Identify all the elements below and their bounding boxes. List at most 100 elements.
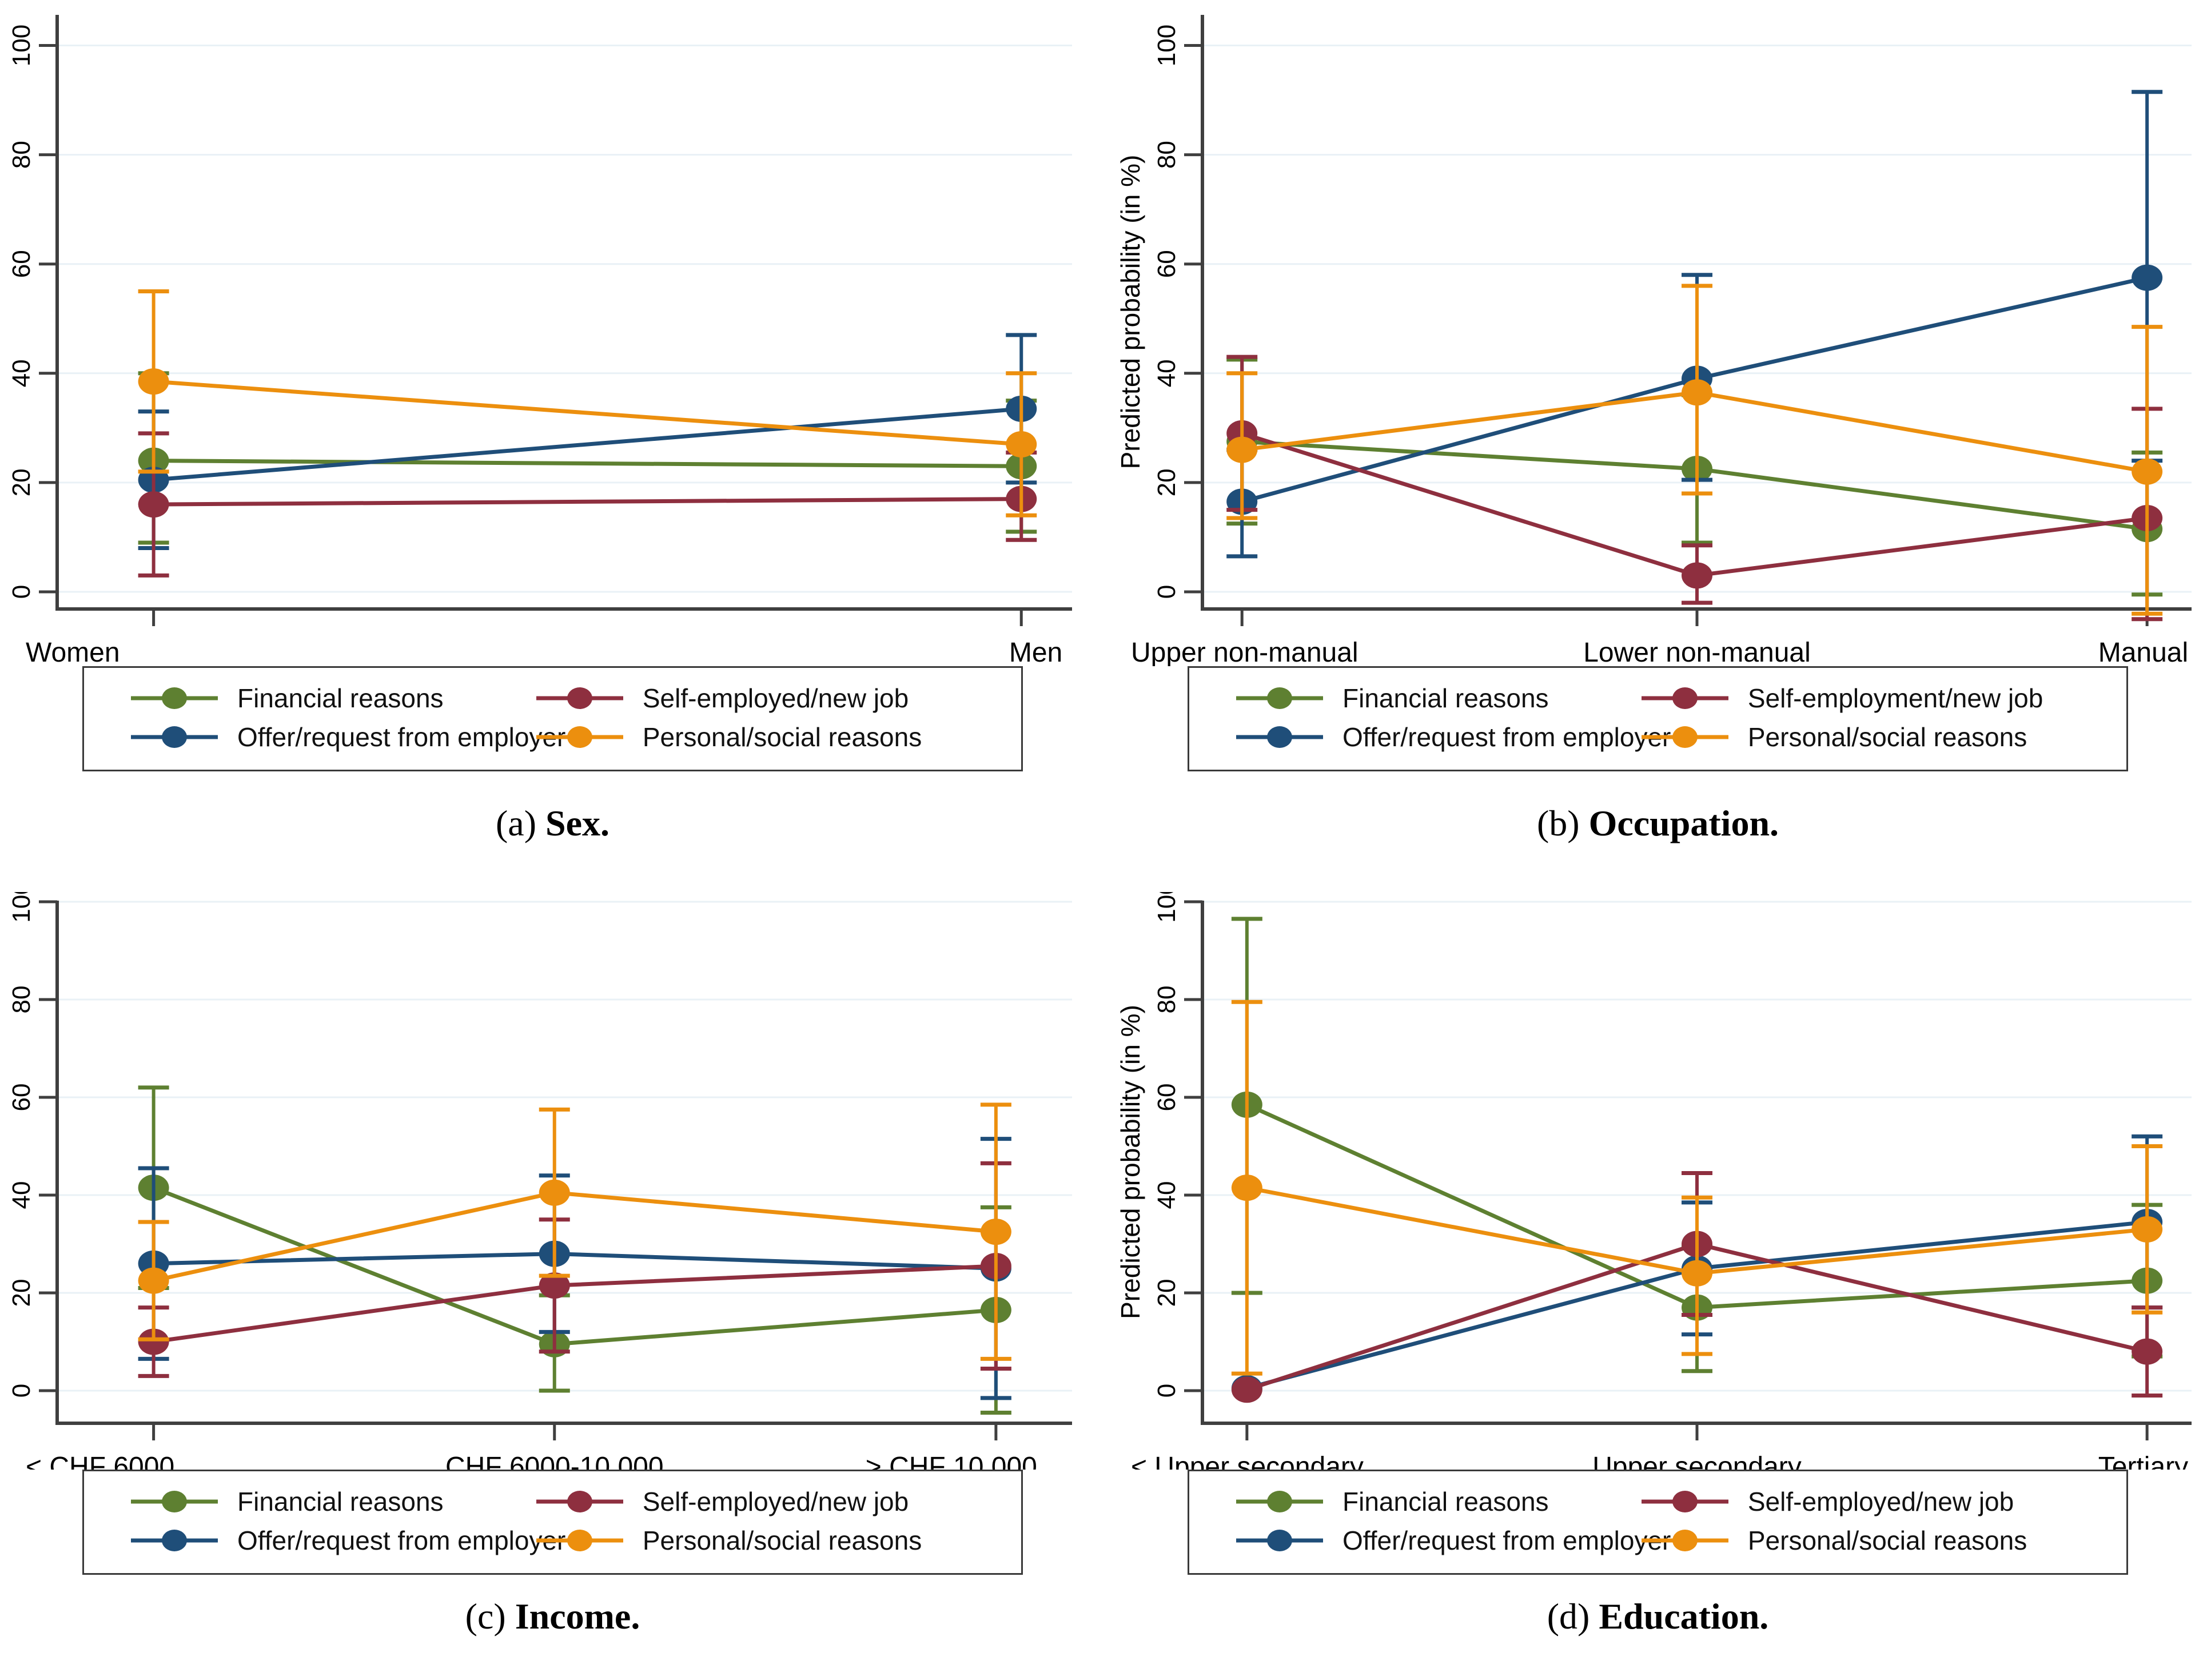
x-tick-label-1: CHF 6000-10,000 [445, 1452, 664, 1470]
occupation-legend: Financial reasons Self-employment/new job… [1188, 666, 2128, 771]
legend-label-personal: Personal/social reasons [642, 1526, 922, 1555]
offer-line [153, 407, 1022, 482]
legend-label-offer: Offer/request from employer [1342, 1526, 1671, 1555]
y-axis-title: Predicted probability (in %) [1116, 1005, 1145, 1319]
y-tick-label-40: 40 [7, 1181, 35, 1209]
occupation-chart: 0 20 40 60 80 100 Predicted probability (in %)… [1116, 15, 2192, 666]
financial-legend-marker-icon [131, 687, 218, 709]
personal-data-point [539, 1179, 570, 1206]
legend-item-financial: Financial reasons [1234, 683, 1639, 714]
y-tick-label-80: 80 [7, 986, 35, 1014]
legend-label-personal: Personal/social reasons [642, 722, 922, 752]
y-tick-label-80: 80 [1153, 986, 1181, 1014]
x-tick-label-2: Tertiary [2098, 1452, 2188, 1470]
personal-data-point [138, 1267, 169, 1294]
legend-label-self: Self-employed/new job [642, 683, 909, 713]
personal-data-point [1226, 436, 1258, 463]
legend-item-offer: Offer/request from employer [1234, 1525, 1671, 1556]
financial-legend-marker-icon [1236, 687, 1323, 709]
legend-item-financial: Financial reasons [129, 1486, 534, 1517]
x-tick-label-0: < Upper secondary [1131, 1452, 1364, 1470]
y-tick-label-0: 0 [7, 585, 35, 599]
y-tick-label-20: 20 [1153, 1279, 1181, 1307]
y-tick-label-80: 80 [1153, 141, 1181, 169]
self-legend-dot [567, 1491, 592, 1512]
financial-legend-dot [162, 1491, 187, 1512]
legend-label-self: Self-employed/new job [642, 1487, 909, 1516]
self-legend-marker-icon [1641, 1491, 1728, 1512]
financial-legend-dot [1267, 1491, 1292, 1512]
y-tick-label-60: 60 [7, 1084, 35, 1112]
figure-bottom-row: 0 20 40 60 80 100 Predicted probability (in %)… [0, 892, 2211, 1680]
sex-legend: Financial reasons Self-employed/new job Of… [82, 666, 1023, 771]
financial-legend-marker-icon [131, 1491, 218, 1512]
x-tick-label-0: < CHF 6000 [26, 1452, 174, 1470]
personal-data-point [1682, 1260, 1712, 1287]
legend-item-offer: Offer/request from employer [1234, 722, 1671, 753]
personal-data-point [1006, 431, 1037, 458]
legend-item-self: Self-employed/new job [1639, 1486, 2115, 1517]
personal-legend-marker-icon [1641, 1530, 1728, 1551]
y-tick-label-40: 40 [1153, 1181, 1181, 1209]
y-tick-label-100: 100 [7, 892, 35, 923]
personal-legend-dot [567, 726, 592, 748]
y-tick-label-80: 80 [7, 141, 35, 169]
y-tick-label-100: 100 [7, 25, 35, 66]
x-tick-label-1: Lower non-manual [1583, 638, 1811, 666]
self-data-point [138, 491, 169, 518]
legend-item-personal: Personal/social reasons [534, 722, 1010, 753]
financial-legend-marker-icon [1236, 1491, 1323, 1512]
caption-title: Sex. [545, 803, 610, 843]
legend-label-financial: Financial reasons [237, 683, 444, 713]
self-line [153, 497, 1022, 507]
y-tick-label-60: 60 [1153, 1084, 1181, 1112]
caption-prefix: (c) [465, 1596, 515, 1637]
legend-label-financial: Financial reasons [1342, 683, 1549, 713]
income-legend: Financial reasons Self-employed/new job Of… [82, 1470, 1023, 1575]
x-tick-label-0: Upper non-manual [1131, 638, 1359, 666]
y-tick-label-20: 20 [7, 468, 35, 496]
self-data-point [1231, 1376, 1262, 1403]
personal-line [153, 379, 1022, 447]
offer-legend-dot [162, 726, 187, 748]
legend-label-self: Self-employment/new job [1747, 683, 2043, 713]
personal-data-point [980, 1219, 1011, 1245]
self-legend-marker-icon [536, 687, 623, 709]
x-tick-label-1: Upper secondary [1592, 1452, 1802, 1470]
occupation-caption: (b) Occupation. [1105, 802, 2210, 845]
legend-item-self: Self-employed/new job [534, 1486, 1010, 1517]
offer-legend-marker-icon [1236, 726, 1323, 748]
education-chart: 0 20 40 60 80 100 Predicted probability (in %)… [1116, 892, 2192, 1470]
y-tick-label-40: 40 [1153, 359, 1181, 387]
personal-legend-dot [1672, 726, 1698, 748]
financial-line [153, 459, 1022, 468]
legend-item-financial: Financial reasons [1234, 1486, 1639, 1517]
legend-label-offer: Offer/request from employer [237, 1526, 566, 1555]
self-legend-dot [1672, 1491, 1698, 1512]
legend-label-offer: Offer/request from employer [1342, 722, 1671, 752]
self-line [1241, 431, 2148, 578]
personal-legend-dot [567, 1530, 592, 1551]
education-legend: Financial reasons Self-employed/new job Of… [1188, 1470, 2128, 1575]
offer-legend-dot [1267, 1530, 1292, 1551]
legend-label-offer: Offer/request from employer [237, 722, 566, 752]
caption-prefix: (a) [495, 803, 546, 843]
caption-title: Income. [515, 1596, 640, 1637]
legend-label-personal: Personal/social reasons [1747, 722, 2027, 752]
financial-line [1241, 439, 2148, 531]
personal-data-point [2132, 458, 2163, 485]
self-legend-dot [567, 687, 592, 709]
self-data-point [1682, 562, 1712, 589]
y-tick-label-40: 40 [7, 359, 35, 387]
y-tick-label-60: 60 [1153, 250, 1181, 278]
legend-item-personal: Personal/social reasons [534, 1525, 1010, 1556]
caption-prefix: (d) [1547, 1596, 1599, 1637]
personal-legend-marker-icon [536, 726, 623, 748]
y-tick-label-100: 100 [1153, 25, 1181, 66]
legend-label-financial: Financial reasons [1342, 1487, 1549, 1516]
offer-legend-marker-icon [1236, 1530, 1323, 1551]
self-data-point [138, 1328, 169, 1355]
offer-legend-dot [1267, 726, 1292, 748]
